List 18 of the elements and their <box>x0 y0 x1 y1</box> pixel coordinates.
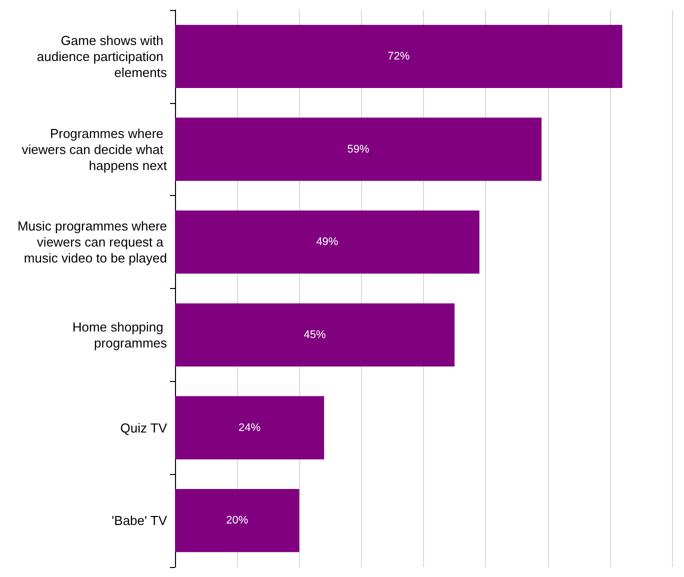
data-label: 45% <box>304 328 326 341</box>
y-tick-label: Game shows with audience participation elements <box>36 32 168 80</box>
y-tick-label: Music programmes where viewers can request a music video to be played <box>17 218 167 266</box>
bar <box>175 24 622 88</box>
y-tick-label: Programmes where viewers can decide what happens next <box>22 126 168 173</box>
data-label: 20% <box>226 514 248 527</box>
data-label: 49% <box>316 236 338 248</box>
data-label: 59% <box>347 143 370 156</box>
bar <box>175 303 455 366</box>
bar <box>175 489 300 552</box>
y-tick-label: Home shopping programmes <box>72 319 168 350</box>
bar <box>175 396 324 460</box>
y-tick-label: Quiz TV <box>120 420 168 436</box>
bar <box>175 210 480 274</box>
data-label: 72% <box>388 50 410 62</box>
data-label: 24% <box>238 422 261 434</box>
y-tick-label: 'Babe' TV <box>112 513 168 528</box>
bar <box>175 118 542 181</box>
